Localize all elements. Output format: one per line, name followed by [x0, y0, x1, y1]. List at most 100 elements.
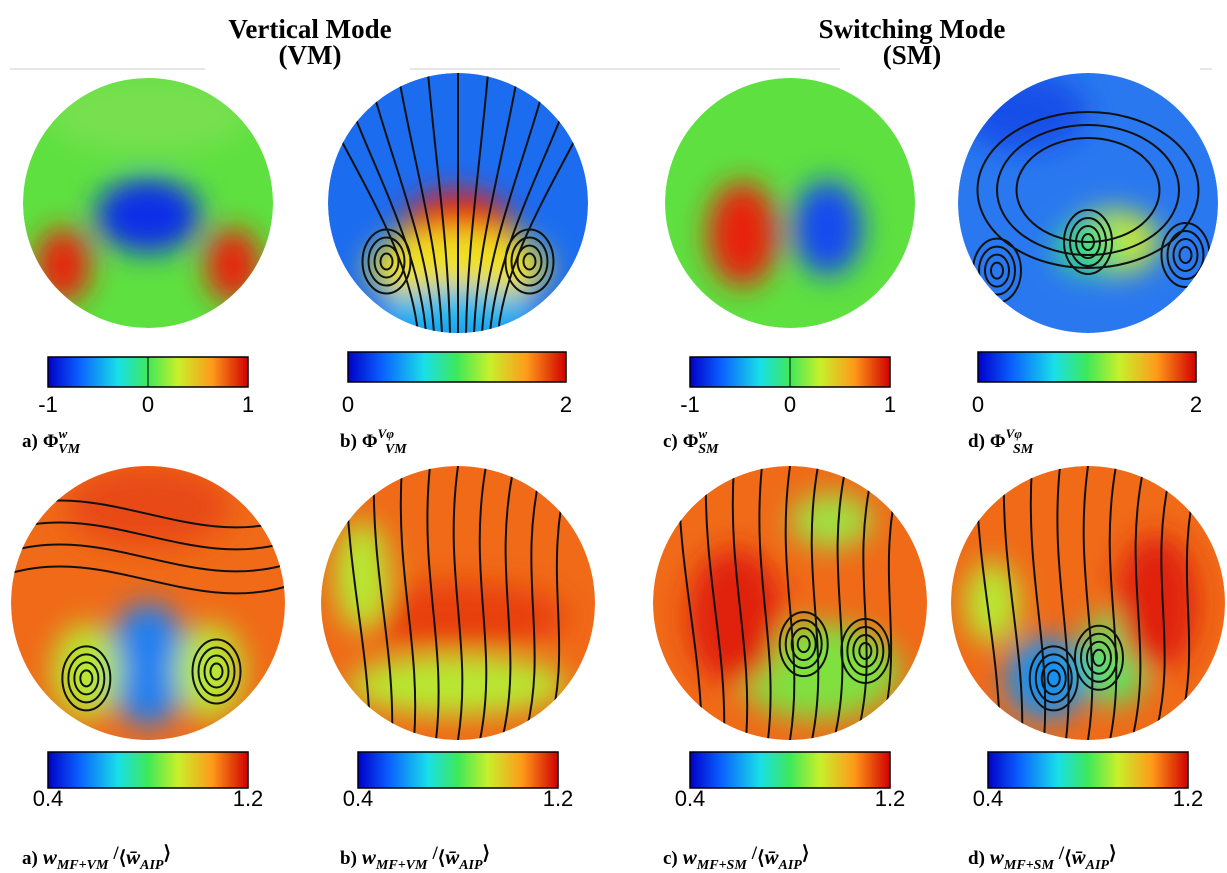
- field-blob: [36, 228, 91, 303]
- colorbar: [988, 752, 1188, 788]
- colorbar-tick-label: -1: [38, 392, 58, 417]
- field: [958, 73, 1218, 333]
- caption-part: ⟨: [757, 848, 764, 869]
- caption-part: w̄: [1072, 845, 1087, 869]
- field-blob: [206, 228, 261, 303]
- colorbar-tick-label: 0: [142, 392, 154, 417]
- caption-part: MF+VM: [56, 858, 109, 873]
- colorbar-tick-label: 2: [1190, 392, 1202, 417]
- field-blob: [793, 181, 863, 276]
- caption-part: a): [22, 431, 38, 452]
- caption-part: Φ: [43, 431, 59, 452]
- colorbar-tick-label: 0.4: [973, 786, 1004, 811]
- caption: d)ΦVφSM: [968, 426, 1034, 457]
- caption-part: Vφ: [1006, 426, 1023, 441]
- caption-part: AIP: [778, 858, 803, 873]
- caption-part: c): [663, 848, 678, 869]
- caption-part: SM: [1013, 442, 1034, 457]
- caption-part: MF+SM: [696, 858, 748, 873]
- caption-part: ⟨: [438, 848, 445, 869]
- caption-part: w: [683, 845, 698, 869]
- caption-part: Vφ: [378, 426, 395, 441]
- caption-part: ⟨: [119, 848, 126, 869]
- caption-part: d): [968, 848, 985, 869]
- colorbar-tick-label: 0: [972, 392, 984, 417]
- field-panel: [951, 466, 1225, 740]
- caption-part: AIP: [458, 858, 483, 873]
- colorbar-tick-label: 0.4: [33, 786, 64, 811]
- caption-part: w: [990, 845, 1005, 869]
- caption-part: ⟩: [163, 843, 170, 864]
- caption-part: w̄: [445, 845, 460, 869]
- field-panel: [665, 78, 915, 328]
- caption-part: VM: [385, 442, 407, 457]
- colorbar: [978, 352, 1196, 382]
- caption-part: AIP: [1085, 858, 1110, 873]
- caption-part: w: [43, 845, 58, 869]
- field-blob: [790, 493, 872, 548]
- caption-part: MF+SM: [1003, 858, 1055, 873]
- field-panel: [958, 73, 1218, 333]
- colorbar-tick-label: 1: [242, 392, 254, 417]
- caption-part: w̄: [126, 845, 141, 869]
- field-blob: [48, 78, 248, 153]
- colorbar-tick-label: 0.4: [675, 786, 706, 811]
- caption-part: SM: [698, 442, 719, 457]
- caption-part: c): [663, 431, 678, 452]
- colorbar-tick-label: 1.2: [1173, 786, 1204, 811]
- field: [23, 78, 273, 328]
- field-panel: [11, 466, 285, 740]
- caption: c)ΦwSM: [663, 426, 719, 457]
- caption-part: w: [699, 426, 708, 441]
- colorbar-tick-label: 1.2: [543, 786, 574, 811]
- caption: a)wMF+VM/⟨w̄AIP⟩: [22, 843, 171, 873]
- field: [951, 466, 1225, 740]
- caption-part: ⟩: [802, 843, 809, 864]
- field-bg: [665, 78, 915, 328]
- field-panel: [308, 73, 608, 340]
- caption-part: d): [968, 431, 985, 452]
- colorbar: [690, 752, 890, 788]
- field: [308, 73, 608, 340]
- field: [321, 466, 595, 740]
- caption-part: AIP: [139, 858, 164, 873]
- caption-part: w: [362, 845, 377, 869]
- field-blob: [96, 178, 201, 253]
- colorbar-tick-label: 0: [784, 392, 796, 417]
- colorbar: [348, 352, 566, 382]
- caption-part: Φ: [990, 431, 1006, 452]
- colorbar-tick-label: 1.2: [875, 786, 906, 811]
- header: (VM): [279, 40, 342, 70]
- field: [665, 78, 915, 328]
- field: [11, 466, 285, 740]
- caption: d)wMF+SM/⟨w̄AIP⟩: [968, 843, 1116, 873]
- caption-part: b): [340, 848, 357, 869]
- caption: a)ΦwVM: [22, 426, 81, 457]
- caption-part: b): [340, 431, 357, 452]
- caption: b)ΦVφVM: [340, 426, 407, 457]
- caption-part: MF+VM: [375, 858, 428, 873]
- field-panel: [321, 466, 595, 740]
- caption-part: VM: [58, 442, 80, 457]
- colorbar: [48, 752, 248, 788]
- field-panel: [653, 466, 927, 740]
- colorbar-tick-label: -1: [680, 392, 700, 417]
- caption-part: Φ: [362, 431, 378, 452]
- colorbar-tick-label: 1: [884, 392, 896, 417]
- field-blob: [1115, 535, 1197, 672]
- colorbar-tick-label: 0: [342, 392, 354, 417]
- header: (SM): [883, 40, 941, 70]
- caption: b)wMF+VM/⟨w̄AIP⟩: [340, 843, 490, 873]
- field-blob: [335, 521, 390, 631]
- colorbar-tick-label: 2: [560, 392, 572, 417]
- caption-part: w: [59, 426, 68, 441]
- caption-part: ⟩: [1109, 843, 1116, 864]
- caption-part: w̄: [764, 845, 779, 869]
- field: [653, 466, 927, 740]
- caption: c)wMF+SM/⟨w̄AIP⟩: [663, 843, 809, 873]
- caption-part: a): [22, 848, 38, 869]
- field-blob: [708, 182, 778, 287]
- colorbar-tick-label: 0.4: [343, 786, 374, 811]
- caption-part: Φ: [683, 431, 699, 452]
- colorbar-tick-label: 1.2: [233, 786, 264, 811]
